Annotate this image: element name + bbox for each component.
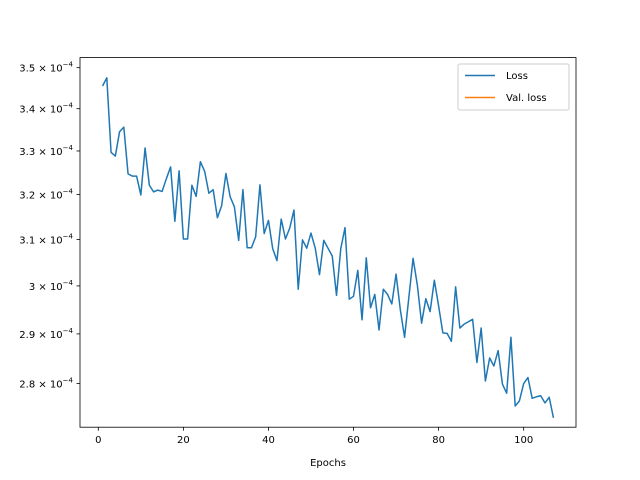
x-tick-label: 0 (95, 435, 101, 446)
y-tick-label: 3 × 10−4 (29, 279, 74, 293)
y-tick-label: 2.9 × 10−4 (19, 327, 73, 341)
x-tick-label: 100 (514, 435, 533, 446)
y-tick-label: 3.1 × 10−4 (19, 232, 73, 246)
y-tick-label: 2.8 × 10−4 (19, 377, 73, 391)
y-axis-ticks: 2.8 × 10−4 2.9 × 10−4 3 × 10−4 3.1 × 10−4 3.… (19, 61, 80, 391)
plot-frame (79, 57, 577, 428)
x-tick-label: 20 (177, 435, 190, 446)
y-tick-label: 3.4 × 10−4 (19, 102, 73, 116)
legend-label-loss: Loss (506, 71, 528, 82)
x-tick-label: 60 (347, 435, 360, 446)
y-tick-label: 3.5 × 10−4 (19, 61, 73, 75)
x-tick-label: 40 (262, 435, 275, 446)
x-tick-label: 80 (432, 435, 445, 446)
series-line-0 (101, 77, 555, 419)
legend-label-val-loss: Val. loss (506, 93, 547, 104)
legend: Loss Val. loss (457, 63, 570, 111)
y-tick-label: 3.3 × 10−4 (19, 144, 73, 158)
x-axis-ticks: 0 20 40 60 80 100 (95, 427, 533, 446)
x-axis-label: Epochs (310, 458, 346, 469)
y-tick-label: 3.2 × 10−4 (19, 188, 73, 202)
plot-lines (101, 77, 555, 419)
